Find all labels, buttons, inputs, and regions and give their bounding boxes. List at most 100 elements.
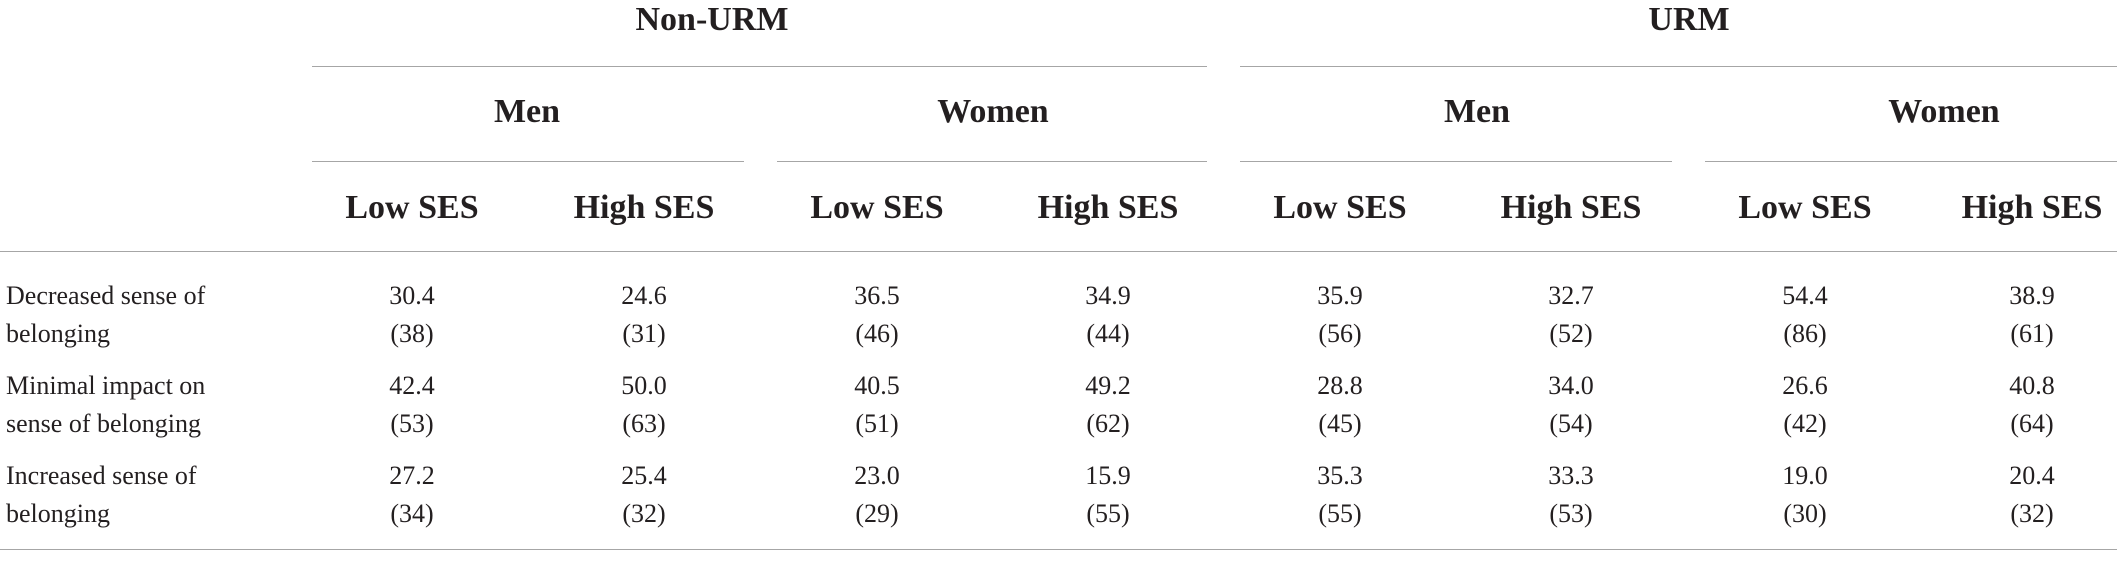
cell-percent: 33.3 <box>1548 461 1594 490</box>
cell-count: (53) <box>1549 499 1593 528</box>
cell-percent: 35.3 <box>1317 461 1363 490</box>
table-cell: 35.3 (55) <box>1270 457 1410 533</box>
row-label-increased: Increased sense of belonging <box>6 457 197 533</box>
cell-count: (32) <box>622 499 666 528</box>
table-cell: 42.4 (53) <box>342 367 482 443</box>
table-bottom-rule <box>0 549 2117 550</box>
cell-count: (51) <box>855 409 899 438</box>
group-header-urm: URM <box>1648 1 1730 38</box>
cell-percent: 15.9 <box>1085 461 1131 490</box>
cell-percent: 28.8 <box>1317 371 1363 400</box>
cell-percent: 20.4 <box>2009 461 2055 490</box>
table-cell: 34.0 (54) <box>1501 367 1641 443</box>
row-label-line: Decreased sense of <box>6 281 206 310</box>
cell-count: (30) <box>1783 499 1827 528</box>
cell-count: (52) <box>1549 319 1593 348</box>
ses-header-2: High SES <box>573 189 715 226</box>
ses-header-5: Low SES <box>1273 189 1407 226</box>
gender-rule-urm-men <box>1240 161 1672 162</box>
table-cell: 28.8 (45) <box>1270 367 1410 443</box>
ses-header-6: High SES <box>1500 189 1642 226</box>
cell-percent: 23.0 <box>854 461 900 490</box>
table-cell: 54.4 (86) <box>1735 277 1875 353</box>
ses-header-8: High SES <box>1961 189 2103 226</box>
cell-count: (64) <box>2010 409 2054 438</box>
gender-rule-non-urm-women <box>777 161 1207 162</box>
table-cell: 15.9 (55) <box>1038 457 1178 533</box>
cell-count: (42) <box>1783 409 1827 438</box>
cell-count: (34) <box>390 499 434 528</box>
ses-header-1: Low SES <box>345 189 479 226</box>
row-label-line: Minimal impact on <box>6 371 206 400</box>
row-label-line: sense of belonging <box>6 409 201 438</box>
table-cell: 20.4 (32) <box>1962 457 2102 533</box>
cell-percent: 34.9 <box>1085 281 1131 310</box>
row-label-line: belonging <box>6 499 110 528</box>
cell-percent: 38.9 <box>2009 281 2055 310</box>
gender-header-urm-men: Men <box>1443 93 1511 130</box>
table-cell: 27.2 (34) <box>342 457 482 533</box>
row-label-minimal: Minimal impact on sense of belonging <box>6 367 205 443</box>
header-bottom-rule <box>0 251 2117 252</box>
cell-count: (55) <box>1318 499 1362 528</box>
cell-percent: 35.9 <box>1317 281 1363 310</box>
cell-count: (31) <box>622 319 666 348</box>
row-label-decreased: Decreased sense of belonging <box>6 277 205 353</box>
ses-header-3: Low SES <box>810 189 944 226</box>
cell-count: (63) <box>622 409 666 438</box>
cell-percent: 42.4 <box>389 371 435 400</box>
group-header-non-urm: Non-URM <box>635 1 789 38</box>
table-cell: 32.7 (52) <box>1501 277 1641 353</box>
table-cell: 35.9 (56) <box>1270 277 1410 353</box>
cell-count: (86) <box>1783 319 1827 348</box>
cell-count: (29) <box>855 499 899 528</box>
table-cell: 40.8 (64) <box>1962 367 2102 443</box>
table-cell: 26.6 (42) <box>1735 367 1875 443</box>
table-cell: 23.0 (29) <box>807 457 947 533</box>
cell-percent: 30.4 <box>389 281 435 310</box>
group-rule-non-urm <box>312 66 1207 67</box>
table-cell: 33.3 (53) <box>1501 457 1641 533</box>
table-cell: 40.5 (51) <box>807 367 947 443</box>
gender-rule-urm-women <box>1705 161 2117 162</box>
table-cell: 49.2 (62) <box>1038 367 1178 443</box>
gender-header-urm-women: Women <box>1888 93 2000 130</box>
cell-percent: 32.7 <box>1548 281 1594 310</box>
cell-count: (45) <box>1318 409 1362 438</box>
table-cell: 34.9 (44) <box>1038 277 1178 353</box>
cell-count: (56) <box>1318 319 1362 348</box>
cell-percent: 25.4 <box>621 461 667 490</box>
cell-percent: 40.5 <box>854 371 900 400</box>
cell-percent: 49.2 <box>1085 371 1131 400</box>
cell-count: (55) <box>1086 499 1130 528</box>
group-rule-urm <box>1240 66 2117 67</box>
cell-count: (53) <box>390 409 434 438</box>
cell-percent: 50.0 <box>621 371 667 400</box>
table-cell: 36.5 (46) <box>807 277 947 353</box>
cell-count: (46) <box>855 319 899 348</box>
cell-percent: 24.6 <box>621 281 667 310</box>
cell-percent: 19.0 <box>1782 461 1828 490</box>
table-cell: 24.6 (31) <box>574 277 714 353</box>
table-cell: 25.4 (32) <box>574 457 714 533</box>
table-cell: 30.4 (38) <box>342 277 482 353</box>
cell-count: (61) <box>2010 319 2054 348</box>
cell-count: (54) <box>1549 409 1593 438</box>
cell-count: (32) <box>2010 499 2054 528</box>
cell-percent: 36.5 <box>854 281 900 310</box>
cell-count: (44) <box>1086 319 1130 348</box>
cell-percent: 27.2 <box>389 461 435 490</box>
gender-header-non-urm-men: Men <box>493 93 561 130</box>
row-label-line: belonging <box>6 319 110 348</box>
gender-header-non-urm-women: Women <box>937 93 1049 130</box>
ses-header-4: High SES <box>1037 189 1179 226</box>
table-cell: 19.0 (30) <box>1735 457 1875 533</box>
cell-percent: 34.0 <box>1548 371 1594 400</box>
cell-count: (62) <box>1086 409 1130 438</box>
cell-percent: 26.6 <box>1782 371 1828 400</box>
ses-header-7: Low SES <box>1738 189 1872 226</box>
cell-count: (38) <box>390 319 434 348</box>
cell-percent: 40.8 <box>2009 371 2055 400</box>
row-label-line: Increased sense of <box>6 461 197 490</box>
gender-rule-non-urm-men <box>312 161 744 162</box>
